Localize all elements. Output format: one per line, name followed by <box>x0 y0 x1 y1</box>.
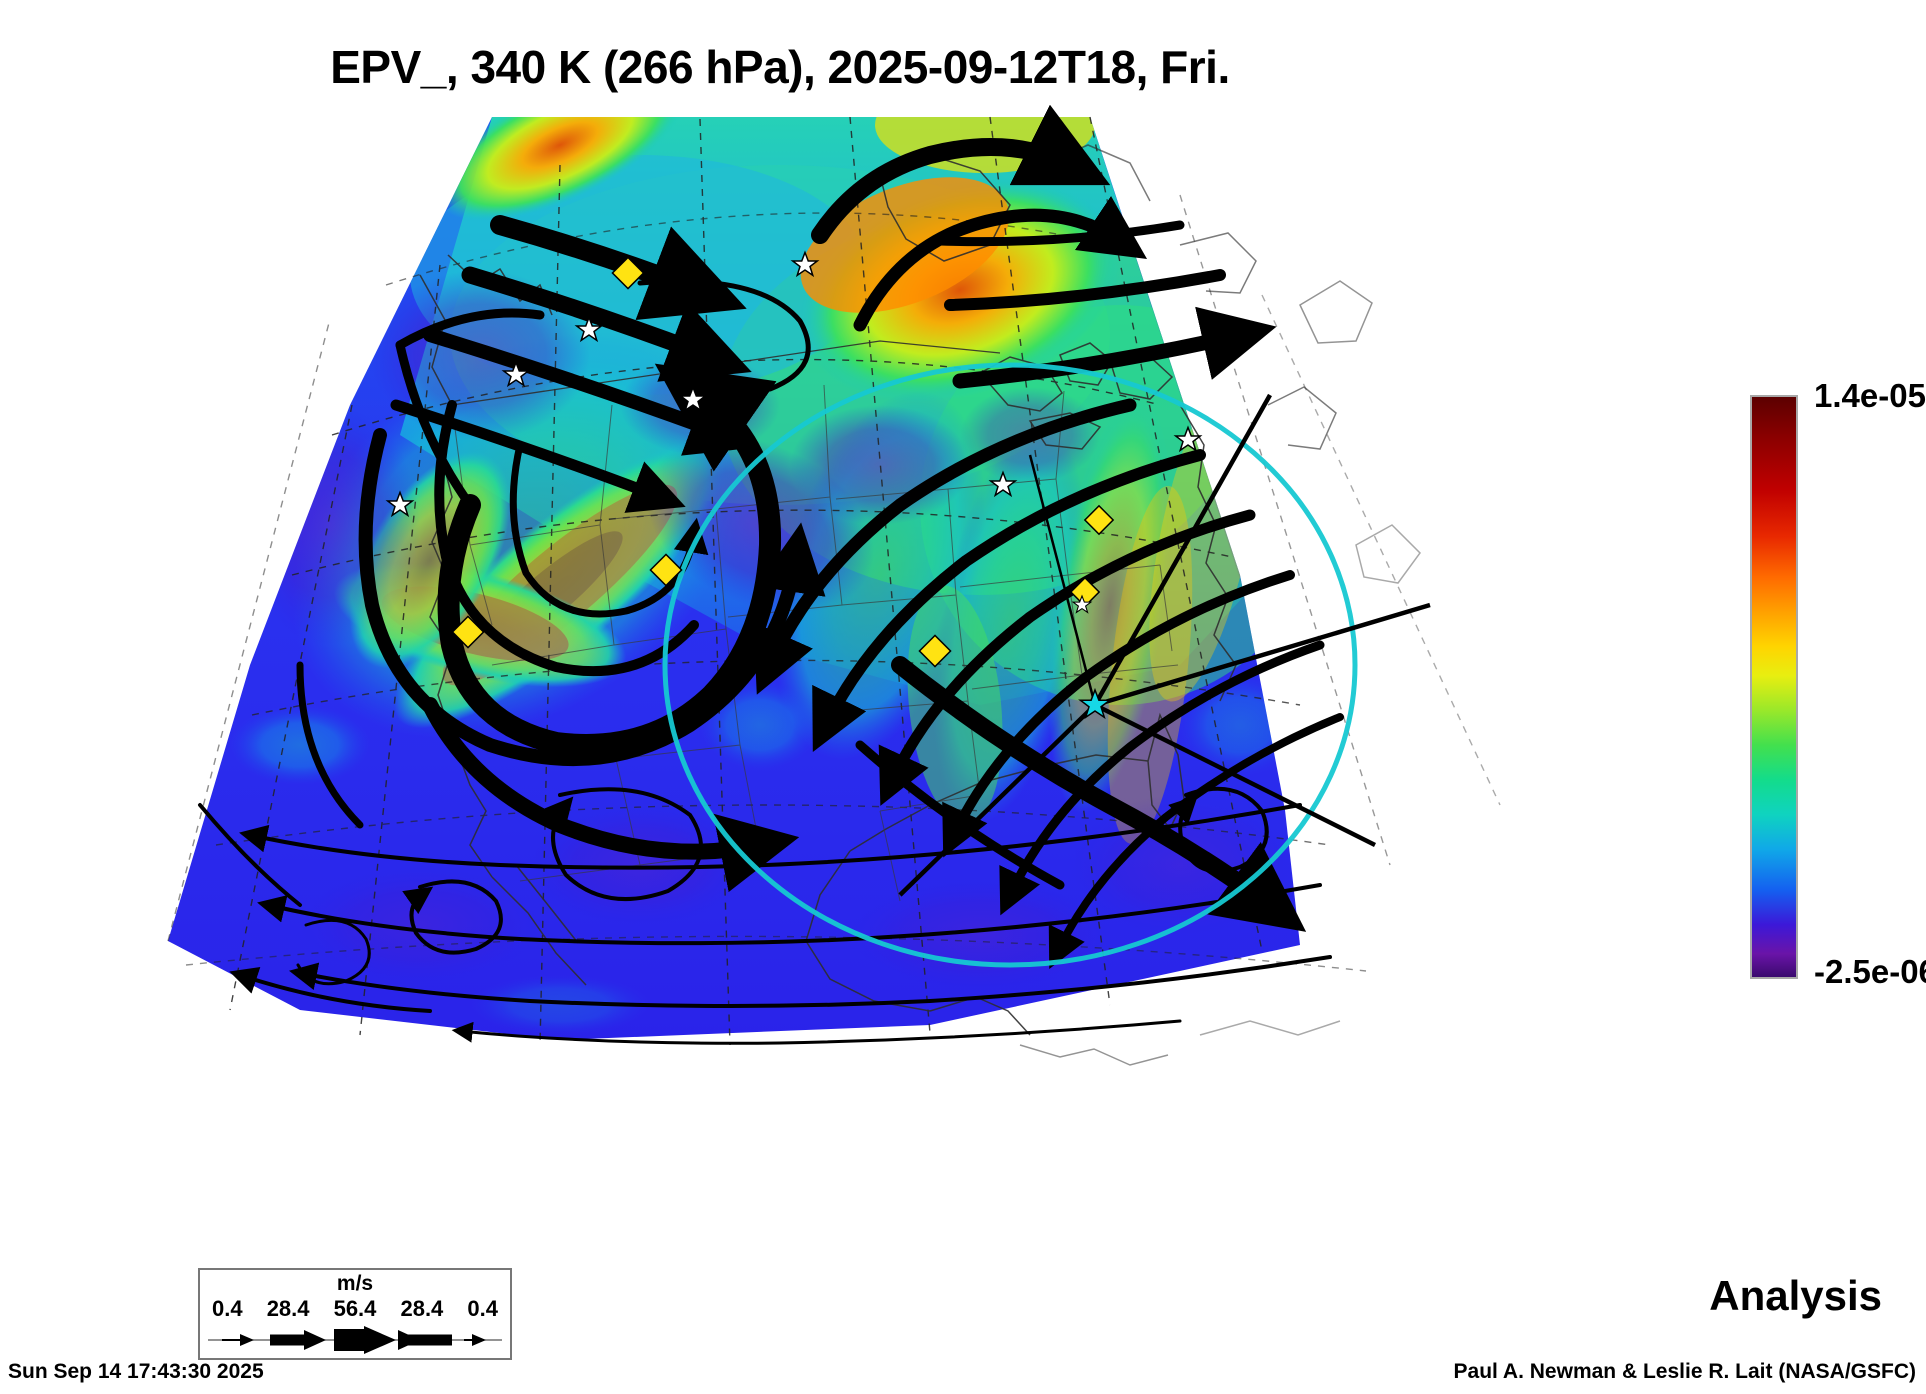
map-canvas[interactable] <box>0 105 1560 1135</box>
wind-tick-1: 28.4 <box>266 1296 310 1321</box>
marker-diamond <box>451 256 1115 668</box>
coastlines <box>419 144 1421 1066</box>
wind-tick-2: 56.4 <box>333 1296 377 1321</box>
marker-hub-star <box>1078 687 1112 720</box>
colorbar: 1.4e-05 -2.5e-06 <box>1750 377 1926 990</box>
wind-legend-ticks: 0.4 28.4 56.4 28.4 0.4 <box>200 1296 510 1322</box>
render-timestamp: Sun Sep 14 17:43:30 2025 <box>8 1360 264 1383</box>
colorbar-min-label: -2.5e-06 <box>1814 953 1926 990</box>
wind-legend-arrows <box>208 1326 502 1354</box>
author-credit: Paul A. Newman & Leslie R. Lait (NASA/GS… <box>1453 1360 1916 1383</box>
wind-legend-units: m/s <box>336 1272 374 1295</box>
colorbar-max-label: 1.4e-05 <box>1814 377 1926 414</box>
page-title: EPV_, 340 K (266 hPa), 2025-09-12T18, Fr… <box>330 41 1230 93</box>
station-markers[interactable] <box>385 250 1203 720</box>
colorbar-gradient <box>1750 395 1798 979</box>
radial-flight-lines <box>898 393 1431 897</box>
wind-tick-3: 28.4 <box>400 1296 444 1321</box>
range-ring-overlay <box>662 362 1431 968</box>
range-ring <box>662 362 1358 968</box>
map-panel[interactable] <box>0 105 1560 1135</box>
wind-speed-legend: m/s 0.4 28.4 56.4 28.4 0.4 <box>198 1268 512 1360</box>
marker-star <box>385 250 1203 614</box>
wind-tick-4: 0.4 <box>467 1296 498 1321</box>
wind-tick-0: 0.4 <box>212 1296 243 1321</box>
analysis-label: Analysis <box>1709 1272 1882 1319</box>
wind-streamlines <box>198 105 1344 1045</box>
